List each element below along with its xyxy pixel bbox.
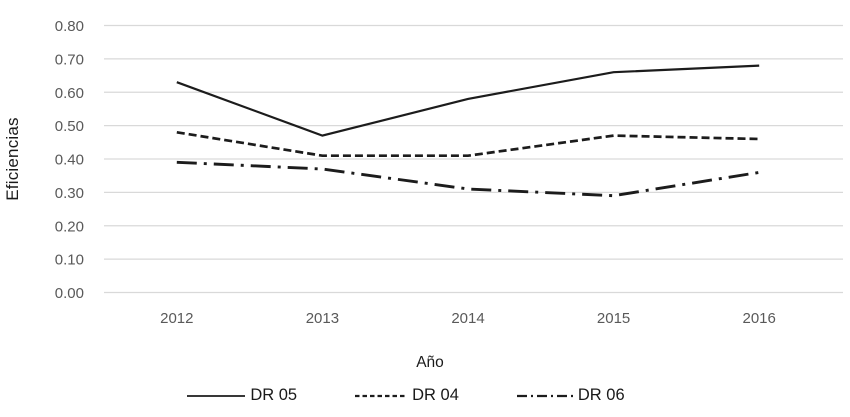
legend-item-dr04: DR 04 [355, 386, 459, 405]
x-tick-label: 2015 [597, 310, 630, 327]
legend-label-dr06: DR 06 [577, 386, 625, 404]
legend-line-dashed-icon [355, 394, 408, 397]
legend-item-dr05: DR 05 [187, 386, 297, 405]
x-tick-label: 2013 [306, 310, 339, 327]
y-tick-label: 0.50 [55, 118, 84, 135]
y-tick-label: 0.60 [55, 85, 84, 102]
y-tick-label: 0.00 [55, 285, 84, 302]
legend: DR 05 DR 04 DR 06 [0, 386, 812, 405]
x-tick-label: 2016 [743, 310, 776, 327]
legend-label-dr04: DR 04 [412, 386, 459, 404]
series-line-dr05 [176, 64, 760, 137]
y-tick-label: 0.80 [55, 18, 84, 35]
legend-line-dashdot-icon [516, 394, 573, 397]
y-tick-label: 0.30 [55, 185, 84, 202]
legend-item-dr06: DR 06 [516, 386, 625, 405]
x-axis-title: Año [416, 354, 444, 371]
x-tick-label: 2014 [451, 310, 484, 327]
series-line-dr06 [176, 160, 760, 198]
y-tick-label: 0.10 [55, 252, 84, 269]
y-tick-label: 0.40 [55, 152, 84, 169]
y-tick-label: 0.70 [55, 51, 84, 68]
series-line-dr04 [176, 130, 760, 158]
y-tick-label: 0.20 [55, 218, 84, 235]
legend-line-solid-icon [187, 394, 246, 397]
legend-label-dr05: DR 05 [250, 386, 298, 404]
x-tick-label: 2012 [160, 310, 193, 327]
